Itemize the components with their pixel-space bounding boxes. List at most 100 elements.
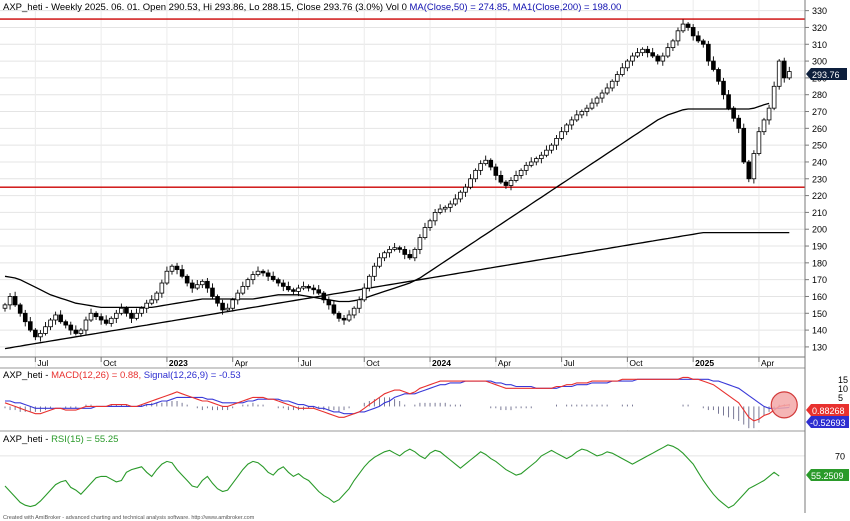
candle (58, 310, 63, 324)
candle-body (58, 314, 63, 323)
candle (184, 274, 190, 287)
candle-body (139, 307, 144, 314)
price-y-tick-label: 270 (812, 107, 827, 117)
macd-title-macd: MACD(12,26) = 0.88, (51, 370, 144, 381)
candle (625, 59, 630, 72)
candle-body (321, 292, 327, 301)
candle (311, 284, 316, 295)
candle (245, 277, 251, 290)
candle (513, 170, 519, 183)
candle (7, 293, 13, 310)
candle-body (73, 329, 79, 334)
candle (356, 296, 362, 313)
candle-body (346, 314, 352, 321)
macd-line (4, 376, 790, 422)
candle-body (690, 27, 696, 37)
candle-body (625, 60, 630, 69)
candle (574, 110, 580, 122)
candle (589, 98, 595, 111)
candle-body (736, 117, 741, 129)
candle-body (407, 254, 413, 259)
price-x-tick-label: 2023 (169, 358, 188, 368)
candle-body (306, 285, 311, 289)
candle-body (356, 299, 362, 309)
candle-body (711, 60, 716, 70)
candle-body (437, 208, 443, 213)
rsi-panel: 70 AXP_heti - RSI(15) = 55.25 55.2509 (0, 430, 849, 513)
candle (119, 303, 124, 316)
candle-body (255, 270, 261, 276)
rsi-y-axis: 70 (0, 451, 845, 461)
price-x-axis: Jul Oct 2023 Apr Jul Oct 2024 Apr Jul Oct 2025 Apr (34, 357, 774, 368)
candle-body (549, 144, 554, 151)
candle (275, 277, 281, 287)
candle-body (286, 285, 291, 291)
candle (700, 38, 706, 48)
price-y-tick-label: 260 (812, 124, 827, 134)
candle-body (630, 55, 635, 62)
price-x-tick-label: Jul (564, 358, 575, 368)
price-x-tick-label: Apr (235, 358, 248, 368)
rsi-title-value: RSI(15) = 55.25 (51, 434, 118, 445)
candle (787, 66, 792, 80)
candle-body (771, 85, 777, 109)
rsi-panel-title: AXP_heti - RSI(15) = 55.25 (3, 434, 118, 445)
candle-body (189, 282, 195, 289)
price-y-tick-label: 250 (812, 141, 827, 151)
candle (260, 269, 266, 277)
candle-body (620, 67, 625, 75)
candle-body (372, 265, 377, 277)
candle (169, 264, 175, 275)
candle-body (569, 119, 575, 126)
signal-value-tag-label: -0.52693 (810, 418, 846, 428)
candle (711, 56, 716, 72)
candle (670, 38, 676, 51)
candle-body (528, 161, 534, 166)
candle (189, 279, 195, 293)
candle-body (716, 69, 721, 82)
candle (367, 274, 372, 292)
price-x-tick-label: Oct (366, 358, 380, 368)
candle (43, 322, 48, 336)
price-y-tick-label: 320 (812, 23, 827, 33)
candle (539, 151, 544, 164)
candle-body (53, 314, 58, 321)
candle-body (761, 119, 767, 133)
candle-body (103, 319, 109, 324)
candle (38, 330, 43, 342)
candle (17, 302, 23, 317)
candle-body (599, 92, 605, 99)
candle (544, 145, 549, 158)
candle (225, 303, 230, 312)
price-y-tick-label: 300 (812, 57, 827, 67)
candle (412, 247, 418, 262)
candle (675, 27, 681, 46)
candle-body (38, 333, 43, 338)
candle-body (483, 159, 488, 165)
candle-body (660, 55, 666, 62)
candle (437, 204, 443, 215)
candle (179, 264, 185, 279)
price-y-tick-label: 280 (812, 90, 827, 100)
candle (200, 279, 205, 289)
candle (645, 45, 650, 58)
candle (559, 126, 564, 141)
candle-body (200, 280, 205, 286)
candle (776, 59, 782, 90)
candle (291, 287, 296, 295)
candle-body (432, 212, 438, 222)
candle-body (291, 289, 296, 292)
candle-body (544, 149, 549, 156)
candle (174, 262, 180, 275)
candle-body (275, 279, 281, 284)
candle (549, 143, 554, 154)
candle (154, 291, 160, 304)
rsi-value-tag: 55.2509 (806, 469, 849, 481)
candle-body (594, 97, 600, 104)
price-y-tick-label: 210 (812, 208, 827, 218)
candle (88, 308, 94, 323)
horizontal-lines (0, 18, 805, 188)
candle (296, 284, 301, 297)
candle (98, 313, 104, 325)
